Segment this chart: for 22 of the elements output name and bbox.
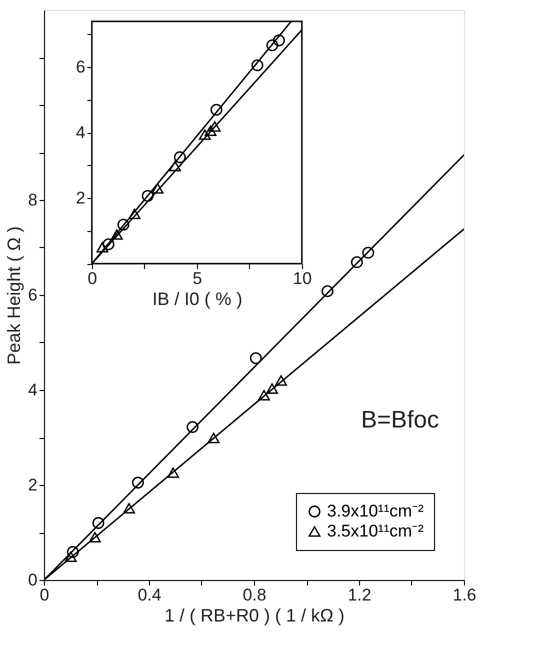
y-tick-label: 2 (76, 188, 86, 208)
x-tick-label: 10 (292, 269, 312, 288)
y-tick-label: 4 (28, 380, 38, 400)
legend-label: 3.9x10¹¹cm⁻² (327, 502, 424, 520)
legend-label: 3.5x10¹¹cm⁻² (327, 522, 424, 540)
x-axis-title: 1 / ( RB+R0 ) ( 1 / kΩ ) (164, 606, 344, 626)
x-tick-label: 1.2 (348, 586, 372, 604)
y-tick-label: 6 (28, 286, 38, 304)
x-tick-label: 0.4 (138, 586, 162, 604)
y-tick-label: 6 (76, 58, 86, 77)
x-tick-label: 0 (88, 269, 98, 288)
x-tick-label: 5 (192, 269, 202, 288)
y-tick-label: 4 (76, 123, 86, 142)
annotation: B=Bfoc (360, 406, 439, 434)
y-tick-label: 0 (28, 570, 38, 590)
y-axis-title: Peak Height ( Ω ) (4, 226, 24, 365)
x-axis-title: IB / I0 ( % ) (152, 289, 242, 310)
x-tick-label: 0 (40, 586, 50, 604)
x-tick-label: 1.6 (452, 586, 476, 604)
x-tick-label: 0.8 (242, 586, 266, 604)
y-tick-label: 2 (28, 476, 38, 494)
y-tick-label: 8 (28, 190, 38, 210)
